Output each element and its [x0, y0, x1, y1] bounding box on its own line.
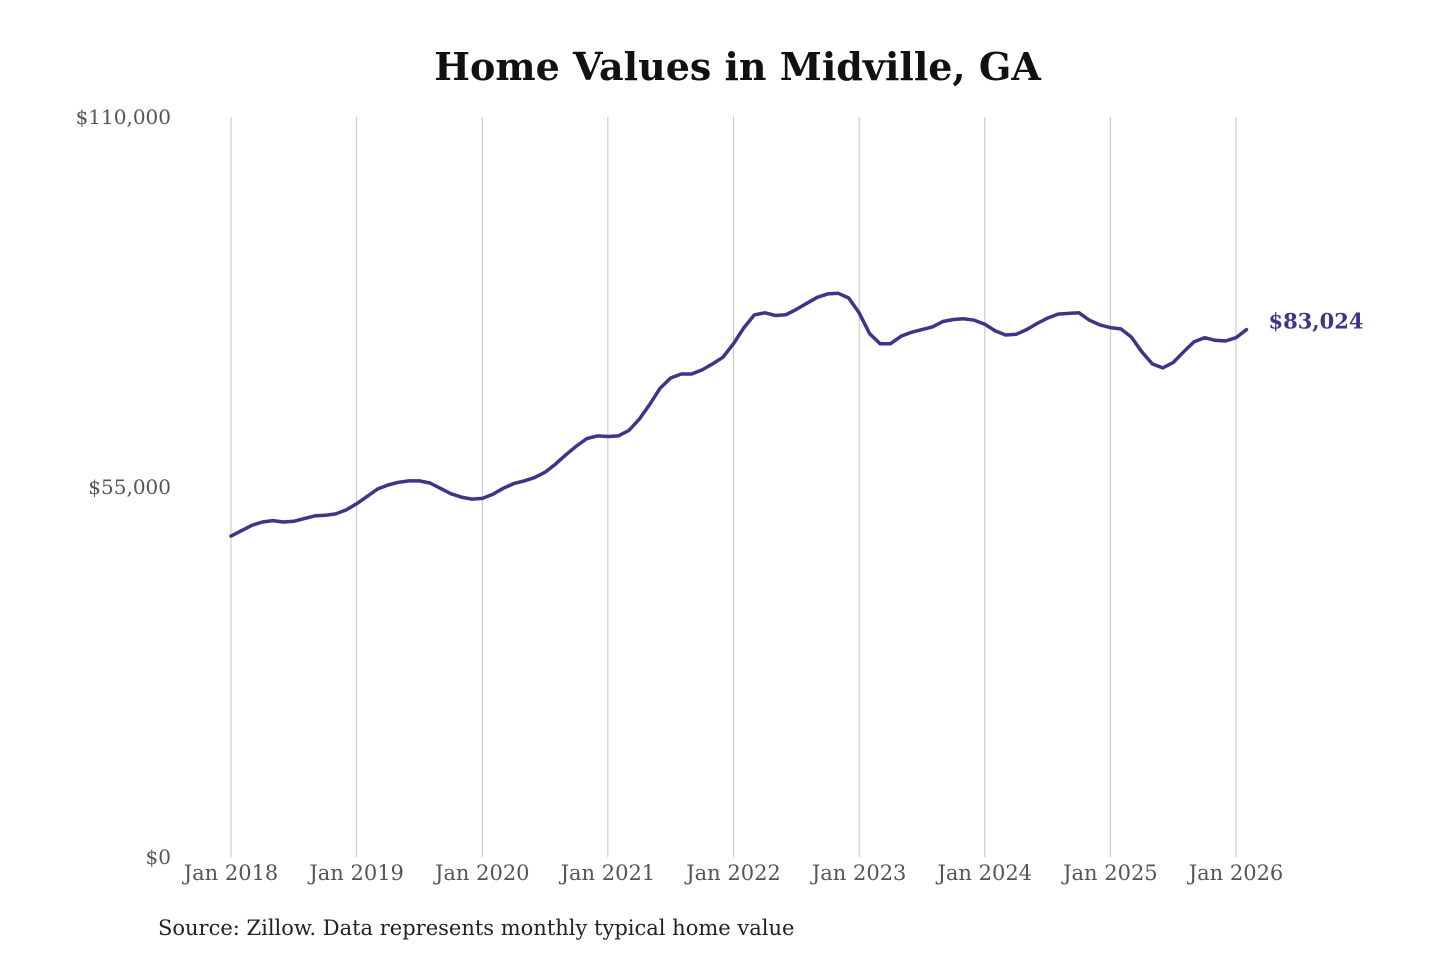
- x-tick-label: Jan 2025: [1061, 861, 1158, 885]
- source-note: Source: Zillow. Data represents monthly …: [158, 916, 795, 940]
- y-tick-labels: $0 $55,000 $110,000: [76, 105, 171, 869]
- y-tick-label: $110,000: [76, 105, 171, 129]
- x-tick-label: Jan 2020: [433, 861, 530, 885]
- y-tick-label: $0: [146, 845, 171, 869]
- end-value-label: $83,024: [1268, 309, 1363, 334]
- x-tick-label: Jan 2023: [810, 861, 907, 885]
- grid-lines: [230, 117, 1237, 857]
- chart-title: Home Values in Midville, GA: [434, 44, 1041, 89]
- x-tick-label: Jan 2024: [935, 861, 1032, 885]
- x-tick-label: Jan 2021: [559, 861, 656, 885]
- series-line: [229, 291, 1249, 538]
- y-tick-label: $55,000: [88, 475, 171, 499]
- series-group: [229, 291, 1249, 538]
- x-tick-label: Jan 2018: [182, 861, 279, 885]
- x-tick-label: Jan 2022: [684, 861, 781, 885]
- x-tick-label: Jan 2019: [307, 861, 404, 885]
- x-tick-labels: Jan 2018 Jan 2019 Jan 2020 Jan 2021 Jan 2022…: [182, 861, 1284, 885]
- x-tick-label: Jan 2026: [1187, 861, 1284, 885]
